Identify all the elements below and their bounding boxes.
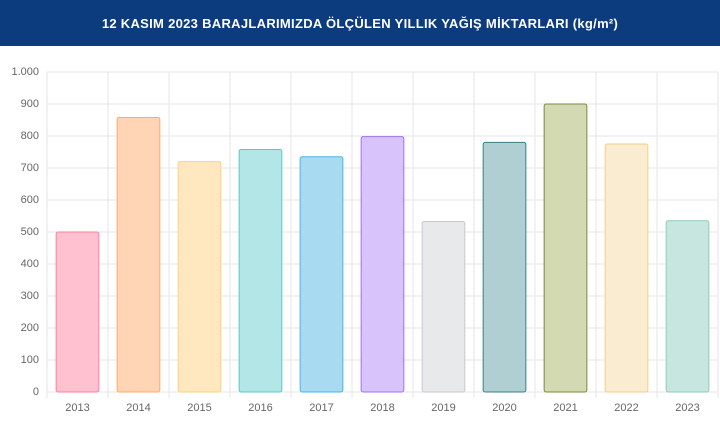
x-tick-label: 2016 — [248, 402, 272, 414]
y-tick-label: 1.000 — [11, 66, 39, 78]
y-tick-label: 300 — [21, 290, 39, 302]
bar — [482, 141, 527, 393]
x-tick-label: 2019 — [431, 402, 455, 414]
x-tick-label: 2022 — [614, 402, 638, 414]
chart: 0 100 200 300 400 500 600 700 800 900 1.000 2013 201… — [11, 66, 719, 414]
y-tick-label: 800 — [21, 130, 39, 142]
x-tick-label: 2018 — [370, 402, 394, 414]
y-tick-label: 700 — [21, 162, 39, 174]
bar — [421, 220, 466, 393]
bar — [55, 231, 100, 393]
y-tick-label: 900 — [21, 98, 39, 110]
x-tick-label: 2020 — [492, 402, 516, 414]
bar — [116, 116, 161, 393]
x-tick-label: 2017 — [309, 402, 333, 414]
bar — [360, 136, 405, 393]
chart-title: 12 KASIM 2023 BARAJLARIMIZDA ÖLÇÜLEN YIL… — [101, 15, 619, 31]
bar — [604, 143, 649, 393]
x-tick-label: 2014 — [126, 402, 150, 414]
y-tick-label: 0 — [33, 386, 39, 398]
x-tick-label: 2023 — [675, 402, 699, 414]
y-tick-label: 200 — [21, 322, 39, 334]
y-tick-label: 400 — [21, 258, 39, 270]
bar — [238, 148, 283, 393]
bar — [543, 103, 588, 393]
y-tick-label: 100 — [21, 354, 39, 366]
bar — [665, 220, 710, 393]
x-tick-label: 2013 — [65, 402, 89, 414]
y-tick-label: 500 — [21, 226, 39, 238]
title-bar: 12 KASIM 2023 BARAJLARIMIZDA ÖLÇÜLEN YIL… — [0, 0, 720, 46]
bar — [299, 156, 344, 393]
bar — [177, 161, 222, 393]
x-tick-label: 2021 — [553, 402, 577, 414]
x-tick-label: 2015 — [187, 402, 211, 414]
y-tick-label: 600 — [21, 194, 39, 206]
